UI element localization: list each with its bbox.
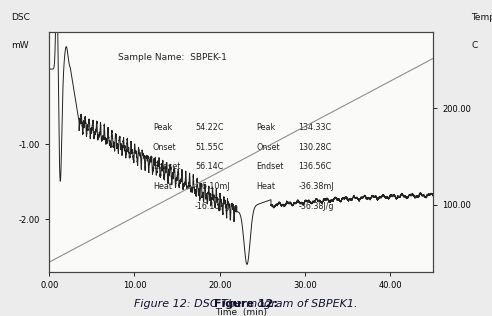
Text: Peak: Peak <box>256 123 276 132</box>
Text: 134.33C: 134.33C <box>299 123 332 132</box>
Text: -36.38mJ: -36.38mJ <box>299 182 334 191</box>
Text: Time  (min): Time (min) <box>215 308 267 316</box>
Text: Heat: Heat <box>153 182 172 191</box>
Text: Sample Name:  SBPEK-1: Sample Name: SBPEK-1 <box>118 53 227 62</box>
Text: Endset: Endset <box>153 162 180 171</box>
Text: Heat: Heat <box>256 182 276 191</box>
Text: C: C <box>471 41 478 50</box>
Text: Endset: Endset <box>256 162 284 171</box>
Text: 130.28C: 130.28C <box>299 143 332 152</box>
Text: Onset: Onset <box>256 143 280 152</box>
Text: 136.56C: 136.56C <box>299 162 332 171</box>
Text: 51.55C: 51.55C <box>195 143 223 152</box>
Text: 56.14C: 56.14C <box>195 162 223 171</box>
Text: -16.10J/g: -16.10J/g <box>195 202 231 211</box>
Text: Figure 12:: Figure 12: <box>214 299 278 308</box>
Text: Figure 12: DSC Thermogram of SBPEK1.: Figure 12: DSC Thermogram of SBPEK1. <box>134 299 358 308</box>
Text: Temp: Temp <box>471 13 492 22</box>
Text: Onset: Onset <box>153 143 177 152</box>
Text: mW: mW <box>11 41 29 50</box>
Text: 54.22C: 54.22C <box>195 123 223 132</box>
Text: -36.38J/g: -36.38J/g <box>299 202 334 211</box>
Text: DSC: DSC <box>11 13 30 22</box>
Text: -16.10mJ: -16.10mJ <box>195 182 231 191</box>
Text: Peak: Peak <box>153 123 172 132</box>
